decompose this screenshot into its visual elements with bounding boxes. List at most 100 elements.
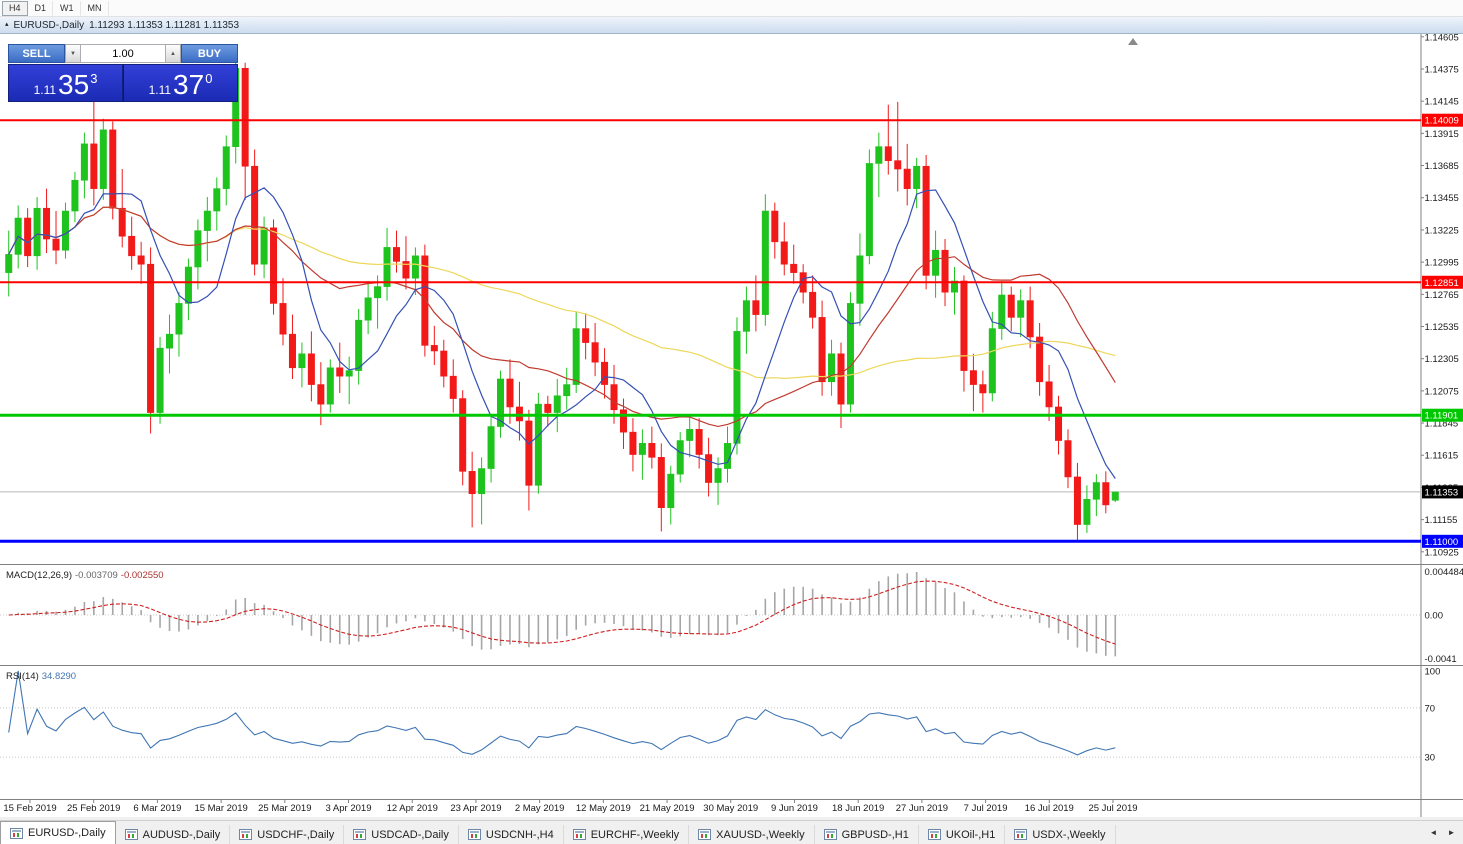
- chart-tab-icon: [10, 827, 23, 839]
- macd-histogram: [17, 572, 1117, 657]
- svg-text:1.14009: 1.14009: [1425, 116, 1459, 127]
- chart-area[interactable]: 1.14605 1.14375 1.14145 1.13915 1.13685 1.134…: [0, 34, 1463, 817]
- buy-button[interactable]: BUY: [181, 44, 238, 63]
- tab-scroll-left-button[interactable]: ◄: [1429, 828, 1438, 837]
- svg-text:16 Jul 2019: 16 Jul 2019: [1025, 803, 1074, 814]
- chart-tab-icon: [927, 829, 941, 840]
- one-click-trading-panel: SELL ▼ 1.00 ▲ BUY 1.11 35 3 1.11 37 0: [8, 44, 238, 102]
- chart-title-bar[interactable]: ▴ EURUSD-,Daily 1.11293 1.11353 1.11281 …: [0, 17, 1463, 34]
- svg-text:0.00: 0.00: [1425, 611, 1444, 622]
- svg-text:6 Mar 2019: 6 Mar 2019: [133, 803, 181, 814]
- svg-text:1.12305: 1.12305: [1425, 354, 1459, 365]
- chart-title-ohlc: 1.11293 1.11353 1.11281 1.11353: [89, 19, 240, 31]
- svg-text:1.12995: 1.12995: [1425, 258, 1459, 269]
- chart-tabs-bar: EURUSD-,Daily AUDUSD-,Daily USDCHF-,Daily U…: [0, 820, 1463, 844]
- period-button-d1[interactable]: D1: [28, 0, 54, 16]
- price-chart-canvas[interactable]: 1.14605 1.14375 1.14145 1.13915 1.13685 1.134…: [0, 34, 1463, 817]
- chart-tab-icon: [353, 829, 367, 840]
- chart-tab-label: AUDUSD-,Daily: [142, 828, 221, 841]
- chart-shift-marker[interactable]: [1128, 38, 1138, 45]
- chart-tab-icon: [124, 829, 138, 840]
- chart-tab-eurchf-weekly[interactable]: EURCHF-,Weekly: [564, 825, 690, 844]
- svg-text:3 Apr 2019: 3 Apr 2019: [326, 803, 372, 814]
- rsi-line: [8, 670, 1116, 756]
- chart-tab-label: UKOil-,H1: [945, 828, 996, 841]
- chart-tab-xauusd-weekly[interactable]: XAUUSD-,Weekly: [689, 825, 815, 844]
- volume-decrease-button[interactable]: ▼: [65, 44, 80, 63]
- svg-text:2 May 2019: 2 May 2019: [515, 803, 565, 814]
- period-button-mn[interactable]: MN: [81, 0, 109, 16]
- svg-text:15 Mar 2019: 15 Mar 2019: [194, 803, 247, 814]
- volume-input[interactable]: 1.00: [80, 44, 166, 63]
- svg-text:9 Jun 2019: 9 Jun 2019: [771, 803, 818, 814]
- chart-tab-eurusd-daily[interactable]: EURUSD-,Daily: [0, 821, 116, 844]
- chart-tab-icon: [239, 829, 253, 840]
- volume-increase-button[interactable]: ▲: [166, 44, 181, 63]
- svg-text:1.11000: 1.11000: [1425, 537, 1459, 548]
- chart-tab-icon: [572, 829, 586, 840]
- buy-price-display[interactable]: 1.11 37 0: [123, 64, 238, 102]
- macd-name: MACD(12,26,9): [6, 570, 72, 581]
- current-price-badge: [1422, 485, 1463, 499]
- chart-tab-usdx-weekly[interactable]: USDX-,Weekly: [1005, 825, 1116, 844]
- svg-text:-0.0041: -0.0041: [1425, 654, 1457, 665]
- svg-text:25 Feb 2019: 25 Feb 2019: [67, 803, 120, 814]
- chart-tab-usdcad-daily[interactable]: USDCAD-,Daily: [344, 825, 459, 844]
- ma-medium-line: [8, 206, 1116, 428]
- rsi-indicator-label: RSI(14) 34.8290: [6, 671, 76, 682]
- tab-scroll-right-button[interactable]: ►: [1447, 828, 1456, 837]
- buy-price-pip: 0: [205, 71, 213, 86]
- svg-text:23 Apr 2019: 23 Apr 2019: [450, 803, 501, 814]
- svg-text:1.12535: 1.12535: [1425, 322, 1459, 333]
- svg-text:30: 30: [1425, 753, 1436, 764]
- chart-tab-label: USDCAD-,Daily: [371, 828, 449, 841]
- price-level-badge: [1422, 113, 1463, 127]
- svg-text:1.13685: 1.13685: [1425, 161, 1459, 172]
- svg-text:1.13915: 1.13915: [1425, 129, 1459, 140]
- svg-text:1.12851: 1.12851: [1425, 278, 1459, 289]
- price-level-badge: [1422, 408, 1463, 422]
- chart-tab-icon: [1014, 829, 1028, 840]
- svg-text:1.12765: 1.12765: [1425, 290, 1459, 301]
- svg-text:27 Jun 2019: 27 Jun 2019: [896, 803, 948, 814]
- chart-tab-label: EURUSD-,Daily: [28, 827, 106, 839]
- macd-main-value: -0.003709: [75, 570, 118, 581]
- svg-text:1.14605: 1.14605: [1425, 34, 1459, 43]
- period-button-w1[interactable]: W1: [53, 0, 81, 16]
- chart-tab-usdchf-daily[interactable]: USDCHF-,Daily: [230, 825, 345, 844]
- chart-tab-gbpusd-h1[interactable]: GBPUSD-,H1: [815, 825, 919, 844]
- sell-price-prefix: 1.11: [33, 83, 57, 97]
- period-button-h4[interactable]: H4: [2, 0, 28, 16]
- chart-tab-label: USDCHF-,Daily: [257, 828, 335, 841]
- svg-text:1.14145: 1.14145: [1425, 97, 1459, 108]
- sell-price-pip: 3: [90, 71, 98, 86]
- sell-button[interactable]: SELL: [8, 44, 65, 63]
- chart-window-icon: ▴: [5, 21, 9, 28]
- svg-text:1.13455: 1.13455: [1425, 193, 1459, 204]
- tab-scroll-controls: ◄ ►: [1422, 821, 1463, 844]
- timeframe-toolbar: H4 D1 W1 MN: [0, 0, 1463, 17]
- rsi-value: 34.8290: [41, 671, 77, 682]
- svg-text:1.11155: 1.11155: [1425, 515, 1458, 526]
- svg-text:1.13225: 1.13225: [1425, 225, 1459, 236]
- svg-text:1.11353: 1.11353: [1425, 487, 1459, 498]
- chart-tab-audusd-daily[interactable]: AUDUSD-,Daily: [116, 825, 231, 844]
- chart-tab-usdcnh-h4[interactable]: USDCNH-,H4: [459, 825, 564, 844]
- chart-tab-label: XAUUSD-,Weekly: [716, 828, 805, 841]
- svg-text:15 Feb 2019: 15 Feb 2019: [3, 803, 56, 814]
- chart-tab-ukoil-h1[interactable]: UKOil-,H1: [919, 825, 1006, 844]
- svg-text:0.004484: 0.004484: [1425, 567, 1463, 578]
- chart-title-symbol: EURUSD-,Daily: [13, 19, 85, 31]
- chart-tab-icon: [467, 829, 481, 840]
- price-level-badge: [1422, 534, 1463, 548]
- sell-price-main: 35: [58, 69, 90, 100]
- svg-text:25 Mar 2019: 25 Mar 2019: [258, 803, 311, 814]
- sell-price-display[interactable]: 1.11 35 3: [8, 64, 123, 102]
- svg-text:100: 100: [1425, 667, 1441, 678]
- time-axis-labels: 15 Feb 2019 25 Feb 2019 6 Mar 2019 15 Mar 2…: [3, 799, 1138, 814]
- chart-tab-label: EURCHF-,Weekly: [590, 828, 680, 841]
- svg-text:1.11901: 1.11901: [1425, 411, 1459, 422]
- price-level-badge: [1422, 275, 1463, 289]
- chart-tab-icon: [823, 829, 837, 840]
